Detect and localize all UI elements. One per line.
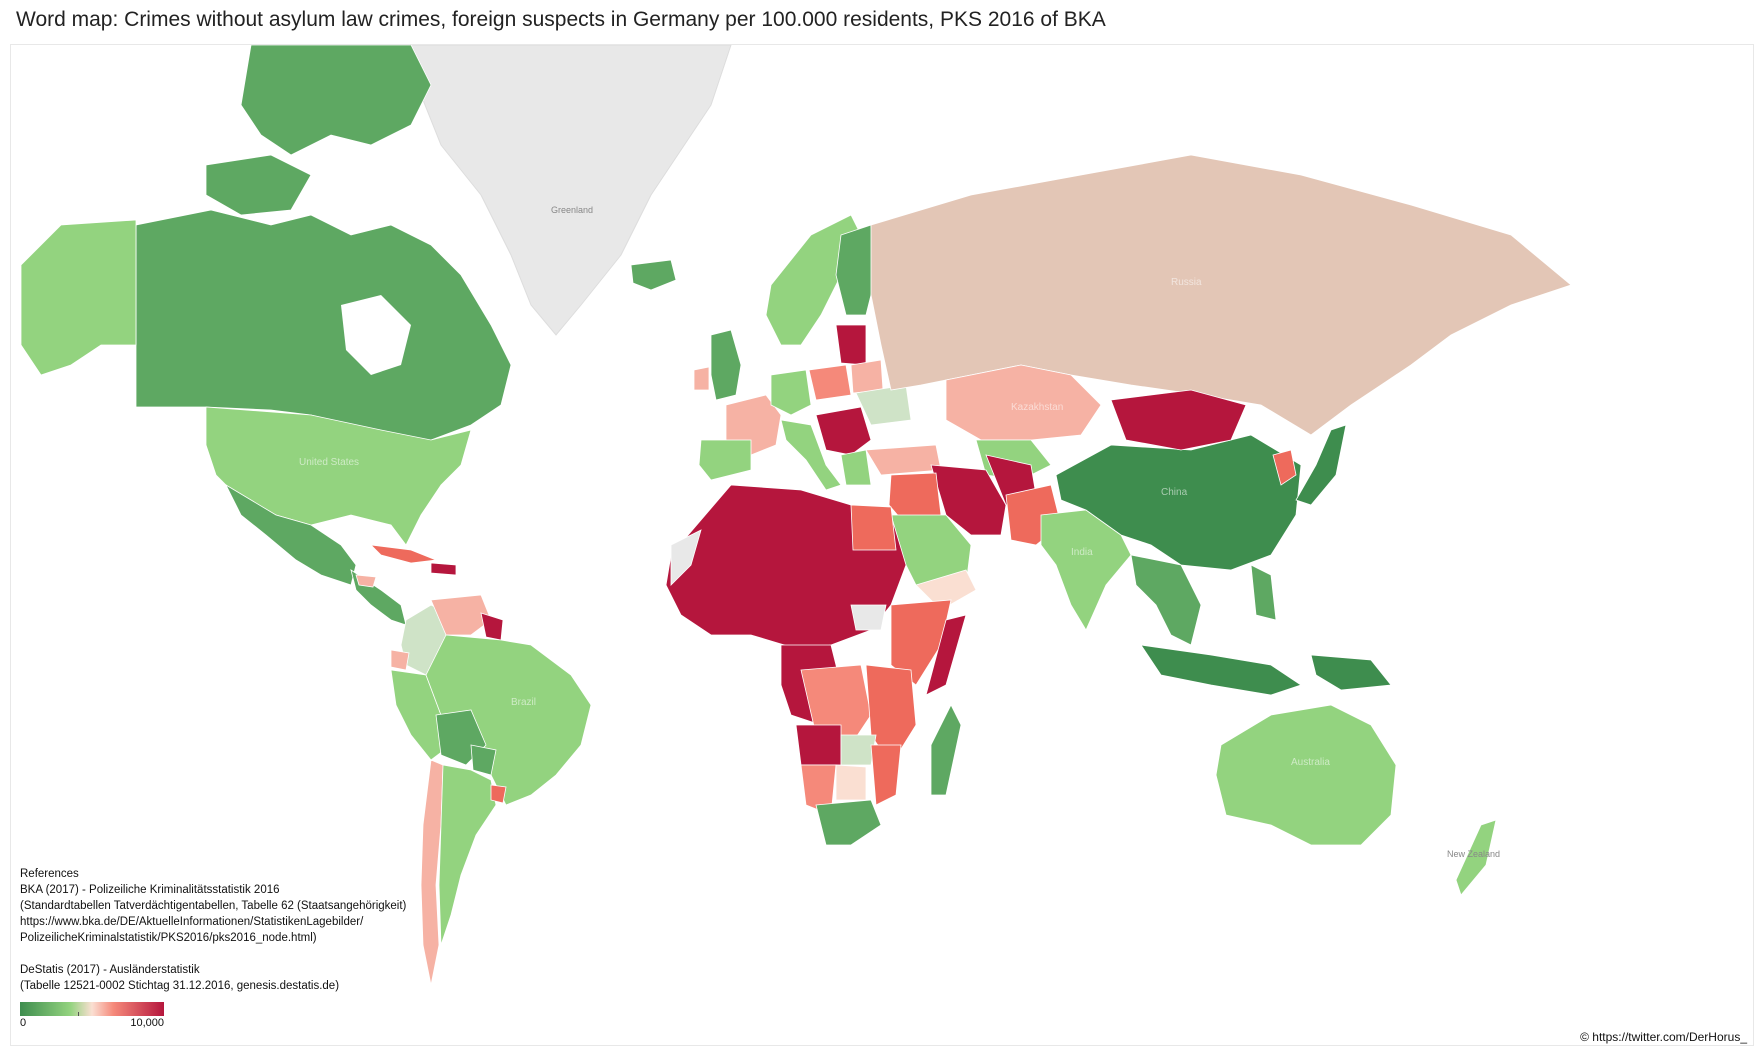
label-india: India xyxy=(1071,547,1093,558)
legend-midpoint-tick xyxy=(78,1012,79,1016)
world-map[interactable]: Greenland Russia Kazakhstan United State… xyxy=(10,44,1754,1046)
country-somalia[interactable] xyxy=(925,614,967,696)
country-ireland[interactable] xyxy=(693,366,710,391)
country-spain[interactable] xyxy=(698,439,752,481)
label-australia: Australia xyxy=(1291,757,1330,768)
country-turkey[interactable] xyxy=(865,444,942,476)
reference-line: (Standardtabellen Tatverdächtigentabelle… xyxy=(20,900,407,912)
country-philippines[interactable] xyxy=(1250,564,1277,621)
legend-gradient xyxy=(20,1002,164,1016)
country-greece[interactable] xyxy=(840,449,872,486)
reference-line: (Tabelle 12521-0002 Stichtag 31.12.2016,… xyxy=(20,980,340,992)
country-japan[interactable] xyxy=(1295,424,1347,506)
country-alaska[interactable] xyxy=(20,219,137,376)
country-egypt[interactable] xyxy=(850,504,897,551)
country-zambia[interactable] xyxy=(840,734,877,766)
reference-line: BKA (2017) - Polizeiliche Kriminalitätss… xyxy=(20,884,280,896)
credit-link[interactable]: © https://twitter.com/DerHorus_ xyxy=(1580,1030,1747,1044)
country-finland[interactable] xyxy=(835,224,877,316)
country-argentina[interactable] xyxy=(438,764,497,946)
country-germany[interactable] xyxy=(770,369,812,416)
country-southeast-asia[interactable] xyxy=(1130,554,1202,646)
reference-line: https://www.bka.de/DE/AktuelleInformatio… xyxy=(20,916,364,928)
country-canada-islands[interactable] xyxy=(240,45,432,156)
country-botswana[interactable] xyxy=(835,764,867,801)
label-united-states: United States xyxy=(299,457,359,468)
country-ukraine[interactable] xyxy=(855,384,912,426)
country-hispaniola[interactable] xyxy=(430,562,457,576)
label-russia: Russia xyxy=(1171,277,1202,288)
country-baltic[interactable] xyxy=(835,324,867,366)
country-cuba[interactable] xyxy=(369,544,437,564)
country-paraguay[interactable] xyxy=(470,744,497,776)
country-venezuela[interactable] xyxy=(430,594,492,636)
map-title: Word map: Crimes without asylum law crim… xyxy=(16,8,1106,31)
country-greenland[interactable] xyxy=(410,45,732,336)
country-honduras[interactable] xyxy=(355,574,377,588)
reference-line: DeStatis (2017) - Ausländerstatistik xyxy=(20,964,200,976)
color-legend: 0 10,000 xyxy=(20,1002,164,1030)
references-heading: References xyxy=(20,868,79,880)
country-south-sudan[interactable] xyxy=(850,604,887,631)
country-uk[interactable] xyxy=(710,329,742,401)
country-mozambique[interactable] xyxy=(870,744,902,806)
country-balkans[interactable] xyxy=(815,406,872,456)
country-canada-islands-2[interactable] xyxy=(205,154,312,216)
country-norway-sweden[interactable] xyxy=(765,214,862,346)
country-western-sahara[interactable] xyxy=(670,529,702,586)
country-poland[interactable] xyxy=(808,364,852,401)
label-brazil: Brazil xyxy=(511,697,536,708)
country-mongolia[interactable] xyxy=(1110,389,1247,451)
country-madagascar[interactable] xyxy=(930,704,962,796)
country-korea[interactable] xyxy=(1272,449,1297,486)
country-south-africa[interactable] xyxy=(815,799,882,846)
reference-line: PolizeilicheKriminalstatistik/PKS2016/pk… xyxy=(20,932,317,944)
label-kazakhstan: Kazakhstan xyxy=(1011,402,1063,413)
label-greenland: Greenland xyxy=(551,205,593,215)
country-ecuador[interactable] xyxy=(390,649,410,671)
world-map-svg: Greenland Russia Kazakhstan United State… xyxy=(20,45,1572,986)
country-horn-of-africa[interactable] xyxy=(890,599,952,686)
country-kazakhstan[interactable] xyxy=(945,364,1102,441)
country-belarus[interactable] xyxy=(850,359,884,394)
country-australia[interactable] xyxy=(1215,704,1397,846)
country-east-africa[interactable] xyxy=(865,664,917,766)
country-papua[interactable] xyxy=(1310,654,1392,691)
legend-max-label: 10,000 xyxy=(130,1017,164,1029)
country-canada[interactable] xyxy=(135,209,512,446)
label-china: China xyxy=(1161,487,1188,498)
country-russia[interactable] xyxy=(870,154,1572,436)
hudson-bay xyxy=(341,295,411,375)
country-new-zealand[interactable] xyxy=(1455,819,1497,896)
country-iceland[interactable] xyxy=(630,259,677,291)
country-china[interactable] xyxy=(1055,434,1302,571)
references-block: References BKA (2017) - Polizeiliche Kri… xyxy=(20,866,406,994)
country-mexico[interactable] xyxy=(225,483,357,586)
country-italy[interactable] xyxy=(780,419,842,491)
country-guyana[interactable] xyxy=(480,612,504,641)
legend-min-label: 0 xyxy=(20,1017,27,1029)
country-angola[interactable] xyxy=(795,724,842,766)
label-new-zealand: New Zealand xyxy=(1447,849,1500,859)
country-indonesia[interactable] xyxy=(1140,644,1302,696)
country-uruguay[interactable] xyxy=(490,784,507,804)
